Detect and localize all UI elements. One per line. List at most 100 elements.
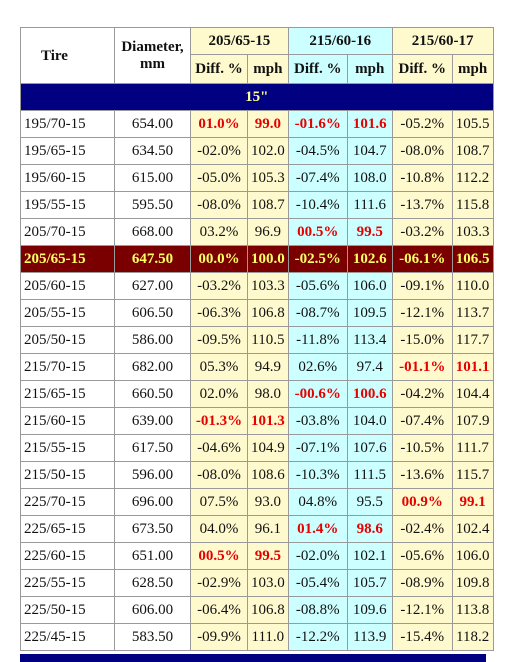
mph-cell: 109.5 (346, 299, 393, 327)
diff-percent-cell: -01.6% (287, 110, 348, 138)
diff-percent-cell: -03.2% (391, 218, 453, 246)
mph-cell: 107.6 (346, 434, 393, 462)
mph-cell: 103.0 (247, 569, 289, 597)
size-header-215-60-17: 215/60-17 (391, 27, 494, 55)
size-header-215-60-16: 215/60-16 (287, 27, 393, 55)
diff-percent-cell: -05.2% (391, 110, 453, 138)
diff-percent-cell: 05.3% (190, 353, 248, 381)
mph-cell: 100.0 (247, 245, 289, 273)
diff-percent-cell: 04.0% (190, 515, 248, 543)
diameter-header-line1: Diameter, (121, 38, 184, 55)
tire-size-cell: 215/65-15 (20, 380, 115, 408)
mph-cell: 113.8 (451, 596, 494, 624)
diameter-cell: 606.50 (114, 299, 191, 327)
mph-cell: 102.6 (346, 245, 393, 273)
table-row: 205/65-15 647.50 00.0% 100.0 -02.5% 102.6 -06.… (20, 245, 494, 273)
mph-cell: 106.8 (247, 299, 289, 327)
tire-comparison-table: Tire Diameter, mm 205/65-15 215/60-16 21… (20, 27, 494, 651)
diameter-cell: 595.50 (114, 191, 191, 219)
mph-cell: 109.6 (346, 596, 393, 624)
mph-header: mph (346, 54, 393, 84)
mph-cell: 113.9 (346, 623, 393, 651)
diameter-column-header: Diameter, mm (114, 27, 191, 84)
diff-percent-cell: -13.6% (391, 461, 453, 489)
mph-cell: 105.3 (247, 164, 289, 192)
mph-cell: 104.9 (247, 434, 289, 462)
diff-percent-cell: -02.0% (287, 542, 348, 570)
tire-size-cell: 205/55-15 (20, 299, 115, 327)
tire-size-cell: 205/60-15 (20, 272, 115, 300)
mph-cell: 96.1 (247, 515, 289, 543)
diff-percent-cell: -10.4% (287, 191, 348, 219)
diameter-cell: 596.00 (114, 461, 191, 489)
table-row: 225/50-15 606.00 -06.4% 106.8 -08.8% 109.6 -12… (20, 596, 494, 624)
tire-size-cell: 225/50-15 (20, 596, 115, 624)
diameter-cell: 639.00 (114, 407, 191, 435)
mph-cell: 110.0 (451, 272, 494, 300)
diff-percent-cell: -10.8% (391, 164, 453, 192)
diff-percent-cell: 01.4% (287, 515, 348, 543)
diff-percent-cell: -09.9% (190, 623, 248, 651)
mph-cell: 101.1 (451, 353, 494, 381)
tire-size-cell: 225/45-15 (20, 623, 115, 651)
diff-percent-cell: -08.0% (190, 461, 248, 489)
diff-percent-cell: -07.4% (287, 164, 348, 192)
mph-cell: 106.8 (247, 596, 289, 624)
mph-header: mph (247, 54, 289, 84)
diameter-cell: 583.50 (114, 623, 191, 651)
mph-cell: 111.6 (346, 191, 393, 219)
diff-percent-cell: 00.0% (190, 245, 248, 273)
mph-cell: 106.0 (346, 272, 393, 300)
section-row: 15" (20, 83, 494, 111)
diff-percent-cell: -08.8% (287, 596, 348, 624)
table-row: 205/55-15 606.50 -06.3% 106.8 -08.7% 109.5 -12… (20, 299, 494, 327)
diff-percent-cell: -15.0% (391, 326, 453, 354)
table-row: 205/50-15 586.00 -09.5% 110.5 -11.8% 113.4 -15… (20, 326, 494, 354)
diff-percent-cell: -12.1% (391, 299, 453, 327)
mph-cell: 99.5 (346, 218, 393, 246)
diff-percent-cell: -11.8% (287, 326, 348, 354)
diameter-cell: 627.00 (114, 272, 191, 300)
mph-cell: 96.9 (247, 218, 289, 246)
tire-size-cell: 205/50-15 (20, 326, 115, 354)
diff-percent-cell: -05.0% (190, 164, 248, 192)
diff-percent-cell: -12.1% (391, 596, 453, 624)
mph-cell: 104.7 (346, 137, 393, 165)
table-row: 205/70-15 668.00 03.2% 96.9 00.5% 99.5 -03.2% 1… (20, 218, 494, 246)
table-row: 195/55-15 595.50 -08.0% 108.7 -10.4% 111.6 -13… (20, 191, 494, 219)
section-label: 15" (20, 83, 494, 111)
mph-cell: 108.6 (247, 461, 289, 489)
tire-size-cell: 225/70-15 (20, 488, 115, 516)
table-row: 215/70-15 682.00 05.3% 94.9 02.6% 97.4 -01.1% 1… (20, 353, 494, 381)
mph-cell: 111.7 (451, 434, 494, 462)
tire-size-cell: 215/50-15 (20, 461, 115, 489)
table-row: 225/70-15 696.00 07.5% 93.0 04.8% 95.5 00.9% 99… (20, 488, 494, 516)
mph-cell: 117.7 (451, 326, 494, 354)
diff-percent-cell: -05.4% (287, 569, 348, 597)
table-row: 215/50-15 596.00 -08.0% 108.6 -10.3% 111.5 -13… (20, 461, 494, 489)
table-row: 195/65-15 634.50 -02.0% 102.0 -04.5% 104.7 -08… (20, 137, 494, 165)
mph-cell: 103.3 (247, 272, 289, 300)
table-row: 215/55-15 617.50 -04.6% 104.9 -07.1% 107.6 -10… (20, 434, 494, 462)
diff-header: Diff. % (287, 54, 348, 84)
diameter-cell: 696.00 (114, 488, 191, 516)
mph-cell: 108.7 (247, 191, 289, 219)
diameter-cell: 617.50 (114, 434, 191, 462)
diff-percent-cell: -15.4% (391, 623, 453, 651)
diameter-cell: 647.50 (114, 245, 191, 273)
mph-cell: 100.6 (346, 380, 393, 408)
diff-percent-cell: -10.3% (287, 461, 348, 489)
diameter-cell: 586.00 (114, 326, 191, 354)
mph-cell: 111.5 (346, 461, 393, 489)
tire-size-cell: 195/55-15 (20, 191, 115, 219)
tire-size-cell: 195/70-15 (20, 110, 115, 138)
tire-size-cell: 215/60-15 (20, 407, 115, 435)
table-row: 195/70-15 654.00 01.0% 99.0 -01.6% 101.6 -05.2… (20, 110, 494, 138)
diff-percent-cell: -03.8% (287, 407, 348, 435)
table-row: 205/60-15 627.00 -03.2% 103.3 -05.6% 106.0 -09… (20, 272, 494, 300)
diff-percent-cell: 07.5% (190, 488, 248, 516)
diff-percent-cell: -06.4% (190, 596, 248, 624)
diff-percent-cell: 03.2% (190, 218, 248, 246)
diff-percent-cell: -07.4% (391, 407, 453, 435)
diameter-cell: 682.00 (114, 353, 191, 381)
